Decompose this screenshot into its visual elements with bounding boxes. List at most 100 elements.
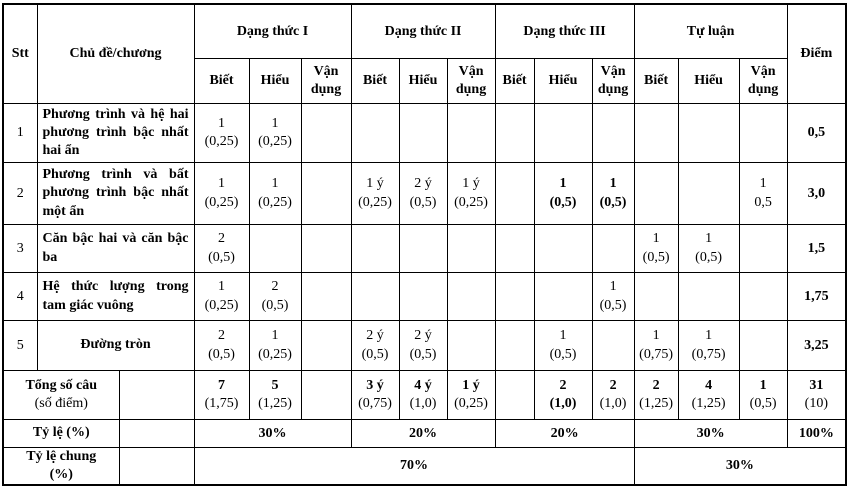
data-cell xyxy=(591,102,635,164)
data-cell xyxy=(398,272,448,322)
cell-count: 1 xyxy=(759,176,767,192)
data-cell: 1 (0,25) xyxy=(248,320,302,372)
col-header-level-apply: Vận dụng xyxy=(446,57,496,104)
stt-cell: 1 xyxy=(2,102,38,164)
topic-row: 3 Căn bậc hai và căn bậc ba 2 (0,5) 1 (0,5) 1 (… xyxy=(2,224,847,274)
cell-count: 1 xyxy=(652,328,660,344)
data-cell xyxy=(494,272,535,322)
totals-cell: 7 (1,75) xyxy=(193,370,250,421)
col-header-level-know: Biết xyxy=(193,57,250,104)
data-cell: 2 ý (0,5) xyxy=(398,162,448,226)
rate-value: 20% xyxy=(494,419,635,449)
data-cell: 1 (0,5) xyxy=(591,162,635,226)
data-cell: 2 (0,5) xyxy=(248,272,302,322)
cell-points: (0,25) xyxy=(204,194,239,210)
cell-count: 1 xyxy=(271,176,279,192)
data-cell: 1 (0,25) xyxy=(248,162,302,226)
totals-label-top: Tổng số câu xyxy=(25,377,98,393)
cell-points: (0,75) xyxy=(691,346,726,362)
cell-points: (1,0) xyxy=(549,396,577,412)
rate-label: Tỷ lệ (%) xyxy=(2,419,120,449)
data-cell xyxy=(677,102,740,164)
data-cell: 2 ý (0,5) xyxy=(350,320,400,372)
data-cell xyxy=(738,102,788,164)
stt-cell: 5 xyxy=(2,320,38,372)
cell-points: (0,25) xyxy=(204,297,239,313)
cell-count: 5 xyxy=(271,377,279,393)
cell-count: 1 xyxy=(705,231,713,247)
col-header-level-apply: Vận dụng xyxy=(591,57,635,104)
data-cell: 1 ý (0,25) xyxy=(350,162,400,226)
totals-cell: 2 (1,25) xyxy=(633,370,679,421)
cell-points: (0,5) xyxy=(549,346,577,362)
cell-points: (1,25) xyxy=(639,396,673,412)
cell-count: 1 xyxy=(705,328,713,344)
data-cell: 1 (0,25) xyxy=(193,102,250,164)
cell-count: 1 xyxy=(218,279,226,295)
topic-row: 4 Hệ thức lượng trong tam giác vuông 1 (0,2… xyxy=(2,272,847,322)
cell-count: 1 xyxy=(609,176,617,192)
data-cell xyxy=(533,102,593,164)
data-cell: 1 (0,5) xyxy=(533,320,593,372)
col-header-group-essay: Tự luận xyxy=(633,3,788,59)
col-header-level-know: Biết xyxy=(633,57,679,104)
data-cell: 2 (0,5) xyxy=(193,320,250,372)
data-cell xyxy=(300,162,352,226)
rate-value: 30% xyxy=(193,419,352,449)
cell-count: 2 xyxy=(218,328,226,344)
rate-total: 100% xyxy=(786,419,847,449)
cell-points: (0,5) xyxy=(409,346,437,362)
data-cell: 1 (0,25) xyxy=(193,272,250,322)
data-cell xyxy=(446,102,496,164)
cell-count: 7 xyxy=(218,377,226,393)
cell-points: (0,5) xyxy=(208,249,235,265)
data-cell: 1 ý (0,25) xyxy=(446,162,496,226)
cell-count: 2 ý xyxy=(414,328,432,344)
data-cell xyxy=(533,272,593,322)
cell-count: 1 xyxy=(271,328,279,344)
topic-row: 2 Phương trình và bất phương trình bậc nh… xyxy=(2,162,847,226)
col-header-level-understand: Hiểu xyxy=(677,57,740,104)
cell-points: (0,75) xyxy=(639,346,673,362)
cell-count: 1 ý xyxy=(366,176,384,192)
data-cell: 1 (0,25) xyxy=(248,102,302,164)
cell-count: 1 xyxy=(559,328,567,344)
rate-overall-label-top: Tỷ lệ chung xyxy=(26,449,97,465)
cell-points: (0,5) xyxy=(361,346,389,362)
data-cell: 1 0,5 xyxy=(738,162,788,226)
data-cell xyxy=(677,162,740,226)
table-header: Stt Chủ đề/chương Dạng thức I Dạng thức … xyxy=(2,3,847,104)
data-cell xyxy=(398,224,448,274)
data-cell xyxy=(248,224,302,274)
data-cell xyxy=(738,272,788,322)
col-header-level-know: Biết xyxy=(350,57,400,104)
totals-label-bottom: (số điểm) xyxy=(34,396,88,412)
cell-points: (0,25) xyxy=(258,133,292,149)
cell-points: (1,75) xyxy=(204,396,239,412)
cell-count: 1 xyxy=(271,115,279,131)
cell-points: (0,75) xyxy=(358,396,392,412)
cell-points: (0,5) xyxy=(599,194,627,210)
cell-count: 1 xyxy=(652,231,660,247)
rate-value: 20% xyxy=(350,419,496,449)
rate-overall-row: Tỷ lệ chung (%) 70% 30% xyxy=(2,447,847,486)
spacer-cell xyxy=(118,370,195,421)
cell-count: 2 xyxy=(559,377,567,393)
data-cell xyxy=(533,224,593,274)
spacer-cell xyxy=(118,419,195,449)
cell-count: 1 xyxy=(609,279,617,295)
totals-cell xyxy=(300,370,352,421)
topic-cell: Phương trình và hệ hai phương trình bậc … xyxy=(36,102,195,164)
data-cell xyxy=(350,224,400,274)
totals-row: Tổng số câu (số điểm) 7 (1,75) 5 (1,25) 3 ý (0,… xyxy=(2,370,847,421)
data-cell xyxy=(677,272,740,322)
cell-points: (0,5) xyxy=(549,194,577,210)
data-cell: 2 ý (0,5) xyxy=(398,320,448,372)
data-cell: 2 (0,5) xyxy=(193,224,250,274)
cell-count: 1 xyxy=(218,176,226,192)
cell-points: (0,5) xyxy=(695,249,722,265)
cell-points: (0,5) xyxy=(261,297,289,313)
cell-count: 4 ý xyxy=(414,377,432,393)
score-cell: 1,5 xyxy=(786,224,847,274)
spacer-cell xyxy=(118,447,195,486)
